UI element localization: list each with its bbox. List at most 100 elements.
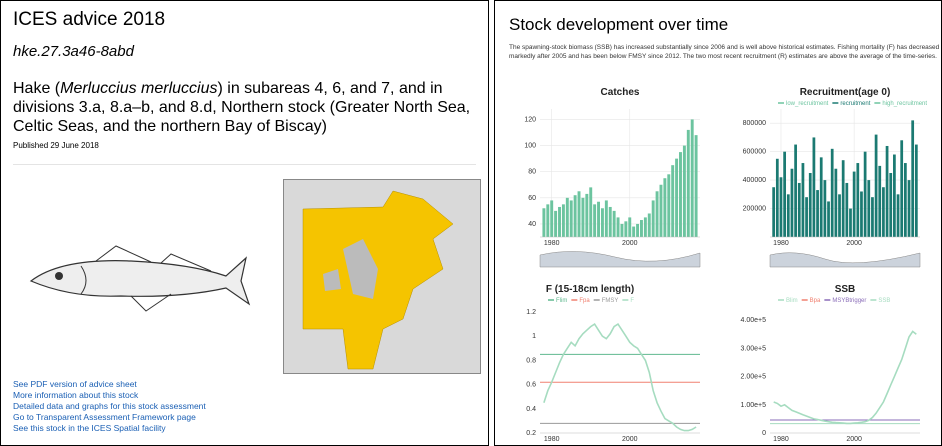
x-tick-label: 1980 [544,240,560,247]
y-tick-label: 800000 [743,120,766,127]
legend-label: Blim [786,298,798,304]
published-date: Published 29 June 2018 [13,141,99,150]
y-tick-label: 0.2 [526,430,536,437]
y-tick-label: 100 [524,143,536,150]
link[interactable]: Go to Transparent Assessment Framework p… [13,412,196,422]
bar [608,206,612,237]
y-tick-label: 0.6 [526,382,536,389]
divider [13,164,476,165]
y-tick-label: 80 [528,169,536,176]
link[interactable]: See this stock in the ICES Spatial facil… [13,423,166,433]
advice-panel: ICES advice 2018 hke.27.3a46-8abd Hake (… [0,0,489,446]
bar [805,197,808,237]
bar [628,217,632,237]
bar [659,184,663,237]
bar [867,180,871,237]
chart-title: F (15-18cm length) [546,284,634,295]
bar [667,174,671,237]
bar [546,204,550,237]
bar [686,129,690,237]
legend-label: Fpa [579,298,590,304]
bar [790,168,794,237]
bar [651,200,655,237]
bar [554,210,558,237]
chart-title: SSB [835,284,856,295]
bar [612,210,616,237]
bar [827,201,830,237]
stock-heading: Hake (Merluccius merluccius) in subareas… [13,79,483,136]
bar [914,144,918,237]
x-tick-label: 1980 [544,436,560,443]
y-tick-label: 400000 [743,177,766,184]
bar [569,200,573,237]
bar [882,187,885,237]
bar [878,165,882,237]
legend-label: FMSY [602,298,619,304]
bar [624,221,628,237]
y-tick-label: 40 [528,221,536,228]
bar [585,193,589,237]
link[interactable]: See PDF version of advice sheet [13,379,137,389]
bar [671,165,675,237]
bar [794,144,797,237]
data-line [773,330,917,425]
bar [797,182,801,237]
bar [616,217,620,237]
bar [841,160,845,237]
bar [604,200,608,237]
legend-label: SSB [878,298,890,304]
fish-drawing [29,245,251,312]
bar [816,190,819,237]
heading-text: Hake ( [13,80,61,97]
bar [647,213,651,237]
x-tick-label: 1980 [773,436,789,443]
x-tick-label: 2000 [846,240,862,247]
bar [561,204,565,237]
bar [893,154,896,237]
link[interactable]: Detailed data and graphs for this stock … [13,401,206,411]
bar [808,173,812,237]
y-tick-label: 2.00e+5 [741,374,767,381]
charts: Catches 40 60 80 100 120 1980 2000 Recruitment(a… [524,87,927,443]
bar [589,187,593,237]
bar [903,163,907,237]
range-slider [769,252,921,268]
bar [597,201,600,237]
bar [675,158,679,237]
bar [558,206,561,237]
bar [838,194,841,237]
bar [565,197,569,237]
legend-label: Flim [556,298,567,304]
section-title: Stock development over time [509,15,729,34]
link-list: See PDF version of advice sheet More inf… [13,379,206,434]
bar [577,191,581,237]
bar [907,180,911,237]
x-tick-label: 2000 [622,436,638,443]
bar [542,208,546,237]
legend-label: high_recruitment [882,101,927,107]
page-title: ICES advice 2018 [13,9,166,30]
section-description: The spawning-stock biomass (SSB) has inc… [509,44,940,60]
stock-map [283,179,481,374]
bar [682,145,686,237]
x-tick-label: 2000 [846,436,862,443]
bar [600,208,604,237]
bar [801,163,805,237]
bar [573,195,577,237]
bar [819,157,823,237]
bar [845,182,849,237]
link[interactable]: More information about this stock [13,390,139,400]
bar [786,194,790,237]
bar [834,168,838,237]
bar [690,119,694,237]
legend-label: Bpa [810,298,821,304]
legend-label: MSYBtrigger [832,298,866,304]
y-tick-label: 3.00e+5 [741,345,767,352]
y-tick-label: 1 [532,333,536,340]
bar [830,148,834,237]
bar [779,177,783,237]
chart-title: Catches [601,87,640,98]
bar [636,223,640,237]
bar [772,187,776,237]
